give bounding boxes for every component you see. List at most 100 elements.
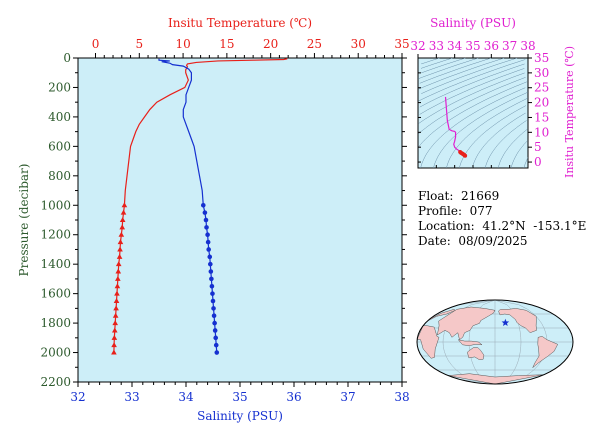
sal-tick-label: 33 bbox=[124, 390, 139, 404]
salinity-point bbox=[213, 342, 219, 348]
temperature-point bbox=[111, 349, 117, 355]
temp-tick-label: 20 bbox=[263, 37, 278, 51]
asia-landmass bbox=[436, 306, 496, 341]
temperature-point bbox=[111, 342, 117, 348]
temperature-point bbox=[111, 334, 118, 340]
profile-chart: 0 5 10 15 20 25 30 35 32 33 34 35 36 37 38 0 200 400 600 80… bbox=[17, 16, 410, 423]
density-contour bbox=[418, 59, 526, 102]
africa-west-landmass bbox=[417, 325, 440, 359]
pres-tick-label: 1800 bbox=[40, 316, 71, 330]
salinity-point bbox=[208, 269, 214, 274]
sal-tick-label: 36 bbox=[286, 390, 301, 404]
north-america-landmass bbox=[498, 308, 537, 333]
profile-lines bbox=[111, 58, 288, 355]
pres-tick-label: 2000 bbox=[40, 346, 71, 360]
float-id: Float: 21669 bbox=[418, 189, 500, 203]
temp-tick-label: 5 bbox=[135, 37, 143, 51]
sal-tick-label: 35 bbox=[232, 390, 247, 404]
australia-landmass bbox=[467, 347, 485, 360]
ts-temp-tick-label: 10 bbox=[534, 125, 549, 139]
density-contour bbox=[418, 77, 526, 134]
density-contour bbox=[484, 120, 527, 169]
temperature-point bbox=[116, 253, 123, 259]
pressure-axis-title: Pressure (decibar) bbox=[17, 164, 31, 277]
ts-temp-tick-label: 0 bbox=[534, 155, 542, 169]
density-contour bbox=[418, 57, 505, 90]
float-location-star bbox=[501, 318, 510, 326]
temp-tick-label: 0 bbox=[92, 37, 100, 51]
ts-plot-area bbox=[417, 57, 529, 169]
temperature-point bbox=[115, 268, 122, 274]
salinity-point bbox=[210, 298, 216, 304]
map-border bbox=[416, 299, 574, 385]
float-star-icon bbox=[501, 318, 510, 326]
map-land bbox=[417, 306, 559, 384]
profile-plot-area bbox=[77, 57, 403, 383]
density-contour bbox=[421, 57, 440, 65]
ts-salinity-title: Salinity (PSU) bbox=[430, 16, 516, 30]
ts-temp-tick-label: 35 bbox=[534, 51, 549, 65]
density-contour bbox=[510, 141, 528, 169]
temp-tick-label: 35 bbox=[394, 37, 409, 51]
temperature-point bbox=[115, 261, 122, 267]
density-contour bbox=[446, 97, 529, 169]
density-contour bbox=[419, 57, 492, 84]
ts-sal-tick-label: 37 bbox=[502, 39, 517, 53]
salinity-point bbox=[207, 254, 213, 260]
europe-landmass bbox=[427, 309, 456, 322]
pres-tick-label: 800 bbox=[48, 169, 71, 183]
salinity-point bbox=[209, 283, 215, 289]
salinity-point bbox=[202, 210, 208, 215]
temperature-point bbox=[121, 202, 128, 208]
temperature-point bbox=[119, 217, 126, 222]
density-contour bbox=[421, 57, 518, 94]
pres-tick-label: 1200 bbox=[40, 228, 71, 242]
density-contour bbox=[418, 81, 527, 148]
density-contour bbox=[419, 63, 525, 108]
temperature-axis-title: Insitu Temperature (℃) bbox=[168, 16, 312, 30]
ts-temp-tick-label: 30 bbox=[534, 66, 549, 80]
salinity-point bbox=[209, 276, 214, 282]
temperature-point bbox=[119, 224, 126, 230]
salinity-point bbox=[206, 247, 211, 252]
temperature-point bbox=[114, 283, 121, 289]
ts-temp-tick-label: 15 bbox=[534, 110, 549, 124]
ts-line bbox=[444, 96, 468, 158]
pres-tick-label: 1600 bbox=[40, 287, 71, 301]
temp-tick-label: 30 bbox=[351, 37, 366, 51]
salinity-point bbox=[211, 313, 217, 319]
date: Date: 08/09/2025 bbox=[418, 234, 528, 248]
ts-sal-tick-label: 38 bbox=[520, 39, 535, 53]
salinity-point bbox=[212, 320, 217, 326]
ts-sal-tick-label: 32 bbox=[410, 39, 425, 53]
pres-tick-label: 200 bbox=[48, 80, 71, 94]
salinity-point bbox=[204, 225, 209, 230]
density-contour bbox=[419, 68, 525, 115]
density-contour bbox=[418, 72, 525, 124]
salinity-point bbox=[214, 350, 220, 355]
salinity-point bbox=[205, 239, 211, 245]
salinity-axis-title: Salinity (PSU) bbox=[197, 409, 283, 423]
temp-tick-label: 25 bbox=[307, 37, 322, 51]
density-contours bbox=[418, 57, 529, 169]
temperature-point bbox=[118, 231, 125, 237]
temperature-point bbox=[112, 312, 119, 318]
ts-sal-tick-label: 34 bbox=[447, 39, 463, 53]
ts-ticks bbox=[417, 54, 532, 168]
temperature-point bbox=[114, 290, 120, 296]
profile-number: Profile: 077 bbox=[418, 204, 493, 218]
ts-sal-tick-label: 35 bbox=[465, 39, 480, 53]
pres-tick-label: 1400 bbox=[40, 257, 71, 271]
ts-temp-tick-label: 5 bbox=[534, 140, 542, 154]
salinity-point bbox=[208, 261, 213, 267]
temp-tick-label: 10 bbox=[175, 37, 190, 51]
ts-sal-tick-label: 36 bbox=[484, 39, 499, 53]
ts-temp-tick-label: 25 bbox=[534, 81, 549, 95]
location: Location: 41.2°N -153.1°E bbox=[418, 219, 587, 233]
sal-tick-label: 32 bbox=[70, 390, 85, 404]
ts-temp-tick-label: 20 bbox=[534, 96, 549, 110]
salinity-point bbox=[203, 217, 209, 223]
